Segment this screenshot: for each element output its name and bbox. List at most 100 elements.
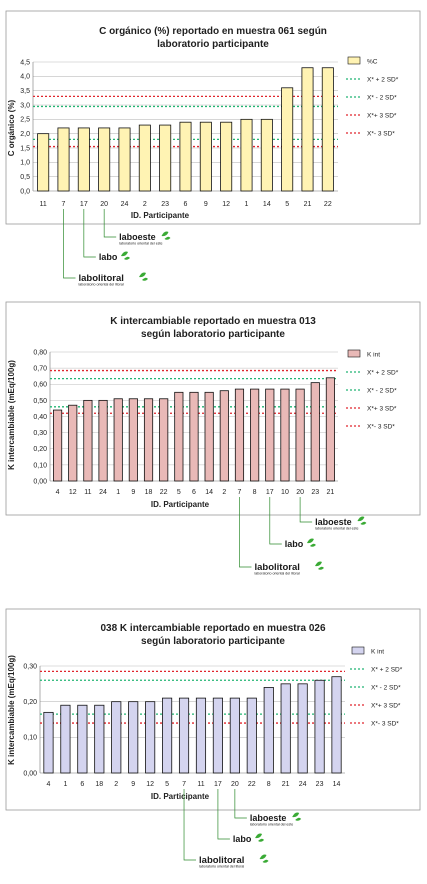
x-tick-label: 6	[192, 489, 196, 496]
legend-label: K int	[367, 352, 380, 359]
chart-2-title-line-1: K intercambiable reportado en muestra 01…	[110, 316, 316, 327]
logo-wordmark: labo	[99, 252, 118, 262]
bar	[111, 701, 122, 774]
bar	[219, 390, 229, 482]
x-tick-label: 1	[116, 489, 120, 496]
x-tick-label: 1	[245, 201, 249, 208]
bar	[281, 87, 294, 192]
bar	[98, 127, 111, 192]
logo-wordmark: labolitoral	[79, 273, 124, 284]
logo-leader-line	[83, 209, 96, 258]
bar	[77, 127, 90, 192]
x-tick-label: 2	[143, 201, 147, 208]
logo-tagline: laboratorio oriental del litoral	[79, 283, 124, 287]
y-tick-label: 0,20	[33, 446, 47, 453]
x-tick-label: 4	[56, 489, 60, 496]
leaf-icon	[357, 516, 367, 525]
x-tick-label: 5	[285, 201, 289, 208]
logo-wordmark: laboeste	[119, 232, 156, 242]
chart-2-y-axis-label: K intercambiable (mEq/100g)	[7, 360, 16, 470]
legend-label: X* - 2 SD*	[367, 95, 397, 102]
bar	[331, 676, 342, 774]
bar	[310, 382, 320, 482]
x-tick-label: 22	[248, 781, 256, 788]
bar	[314, 679, 325, 774]
chart-1-x-axis-label: ID. Participante	[131, 211, 190, 220]
bar	[68, 404, 78, 482]
bar	[325, 377, 335, 482]
y-tick-label: 0,5	[20, 174, 30, 181]
bar	[83, 399, 93, 482]
x-tick-label: 22	[324, 201, 332, 208]
chart-3-x-ticks: 4 1 6 18 2 9 12 5 7 11 17 20 22 8 21 24 23 14	[47, 781, 341, 788]
logo-wordmark: labolitoral	[199, 855, 244, 866]
x-tick-label: 10	[281, 489, 289, 496]
chart-2: K intercambiable reportado en muestra 01…	[5, 301, 421, 516]
chart-3-title-line-2: según laboratorio participante	[141, 636, 285, 647]
logo-leader-line	[234, 789, 247, 819]
bar	[94, 704, 105, 774]
x-tick-label: 6	[80, 781, 84, 788]
bar	[212, 697, 223, 774]
x-tick-label: 24	[99, 489, 107, 496]
bar	[229, 697, 240, 774]
bar	[240, 118, 253, 192]
bar	[57, 127, 70, 192]
x-tick-label: 11	[84, 489, 91, 496]
chart-3-y-ticks: 0,00 0,10 0,20 0,30	[23, 663, 37, 777]
x-tick-label: 21	[327, 489, 335, 496]
leaf-icon	[255, 833, 265, 842]
x-tick-label: 17	[214, 781, 222, 788]
leaf-icon	[139, 272, 149, 281]
x-tick-label: 18	[95, 781, 103, 788]
bar	[159, 398, 169, 482]
bar	[297, 683, 308, 774]
legend-label: X*+ 3 SD*	[367, 113, 397, 120]
y-tick-label: 0,30	[23, 663, 37, 670]
x-tick-label: 2	[222, 489, 226, 496]
logo-wordmark: labolitoral	[254, 562, 299, 573]
leaf-icon	[120, 251, 130, 260]
chart-1-title-line-2: laboratorio participante	[157, 39, 269, 50]
chart-3: 038 K intercambiable reportado en muestr…	[5, 608, 421, 811]
y-tick-label: 2,5	[20, 117, 30, 124]
y-tick-label: 0,0	[20, 188, 30, 195]
x-tick-label: 12	[69, 489, 77, 496]
leaf-icon	[292, 812, 302, 821]
bar	[250, 388, 260, 482]
legend-label: K int	[371, 649, 384, 656]
chart-3-x-axis-label: ID. Participante	[151, 792, 210, 801]
bar	[174, 391, 184, 482]
bar	[138, 124, 151, 192]
bar	[321, 67, 334, 192]
bar	[189, 391, 199, 482]
x-tick-label: 9	[131, 781, 135, 788]
x-tick-label: 11	[197, 781, 204, 788]
bar	[159, 124, 172, 192]
bar	[128, 701, 139, 774]
logo-wordmark: labo	[233, 834, 252, 844]
x-tick-label: 20	[296, 489, 304, 496]
leaf-icon	[314, 561, 324, 570]
x-tick-label: 17	[266, 489, 274, 496]
chart-1-x-ticks: 11 7 17 20 24 2 23 6 9 12 1 14 5 21 22	[40, 201, 332, 208]
bar	[263, 687, 274, 774]
leaf-icon	[306, 538, 316, 547]
legend-swatch	[351, 646, 365, 655]
x-tick-label: 23	[311, 489, 319, 496]
x-tick-label: 18	[145, 489, 153, 496]
logo-leader-line	[217, 789, 230, 840]
logo-labo: labo	[285, 538, 316, 549]
x-tick-label: 11	[40, 201, 47, 208]
bar	[143, 398, 154, 482]
x-tick-label: 7	[238, 489, 242, 496]
y-tick-label: 0,50	[33, 398, 47, 405]
bar	[199, 121, 212, 192]
x-tick-label: 5	[177, 489, 181, 496]
y-tick-label: 0,40	[33, 414, 47, 421]
chart-2-x-axis-label: ID. Participante	[151, 500, 210, 509]
chart-1-y-axis-label: C orgánico (%)	[7, 99, 16, 156]
